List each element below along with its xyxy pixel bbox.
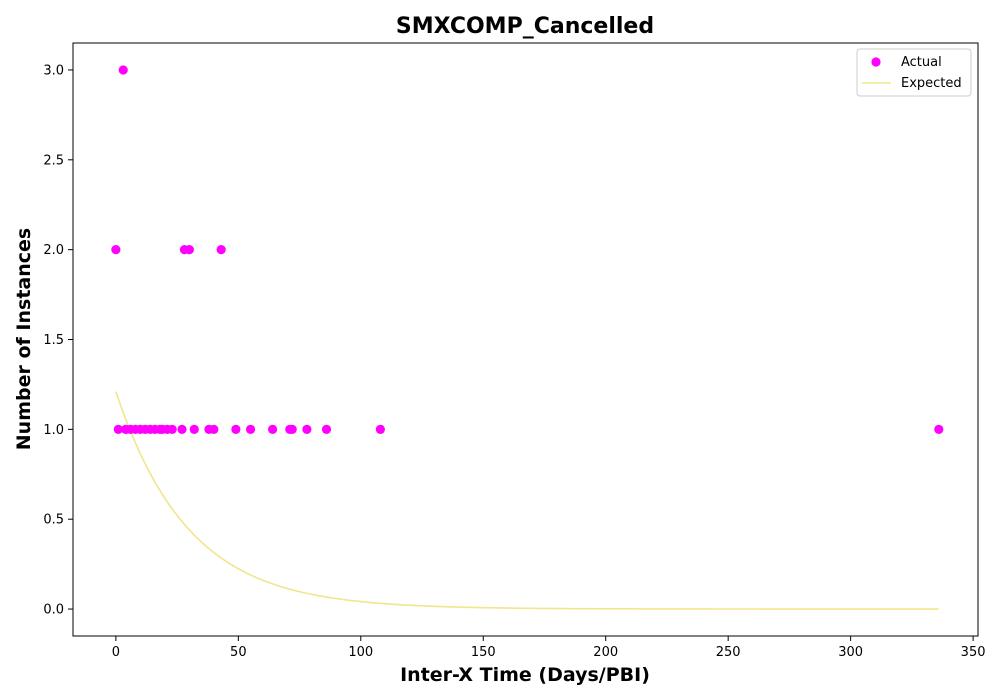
x-tick-label: 200: [593, 645, 618, 660]
actual-data-point: [189, 424, 199, 434]
legend-actual-marker: [871, 57, 881, 67]
actual-data-point: [268, 424, 278, 434]
actual-data-point: [321, 424, 332, 434]
plot-frame: [72, 42, 979, 637]
actual-data-point: [167, 424, 177, 434]
actual-data-point: [118, 65, 128, 75]
expected-series-line: [115, 391, 939, 610]
y-tick-label: 2.5: [43, 153, 64, 168]
y-tick-label: 1.0: [43, 423, 64, 438]
y-tick-label: 0.5: [43, 513, 64, 528]
y-tick-label: 3.0: [43, 63, 64, 78]
y-tick-label: 2.0: [43, 243, 64, 258]
x-tick-label: 50: [230, 645, 247, 660]
x-tick-label: 100: [348, 645, 373, 660]
actual-data-point: [184, 245, 194, 255]
x-tick-label: 250: [716, 645, 741, 660]
actual-data-point: [177, 424, 187, 434]
x-tick-label: 300: [838, 645, 863, 660]
actual-data-point: [287, 424, 297, 434]
legend-expected-label: Expected: [901, 76, 962, 91]
x-tick-label: 150: [471, 645, 496, 660]
x-tick-label: 0: [112, 645, 120, 660]
actual-data-point: [231, 424, 241, 434]
axes: 0 50 100 150 200 250 300 350 0.0 0.5 1.0 1.5 2.0 2.5 3…: [43, 42, 986, 660]
actual-data-point: [934, 424, 944, 434]
actual-data-point: [216, 245, 226, 255]
chart-title: SMXCOMP_Cancelled: [396, 14, 654, 39]
actual-data-point: [302, 424, 312, 434]
y-tick-label: 0.0: [43, 603, 64, 618]
legend-actual-label: Actual: [901, 55, 942, 70]
legend: Actual Expected: [856, 48, 972, 97]
actual-data-point: [113, 424, 123, 434]
x-tick-label: 350: [961, 645, 986, 660]
actual-data-point: [209, 424, 219, 434]
y-tick-label: 1.5: [43, 333, 64, 348]
actual-data-point: [245, 424, 256, 434]
actual-data-point: [111, 245, 121, 255]
x-axis-title: Inter-X Time (Days/PBI): [400, 664, 650, 686]
legend-box: [856, 48, 972, 97]
plot-area: [111, 65, 944, 610]
y-axis-title: Number of Instances: [13, 228, 35, 450]
actual-data-point: [375, 424, 385, 434]
